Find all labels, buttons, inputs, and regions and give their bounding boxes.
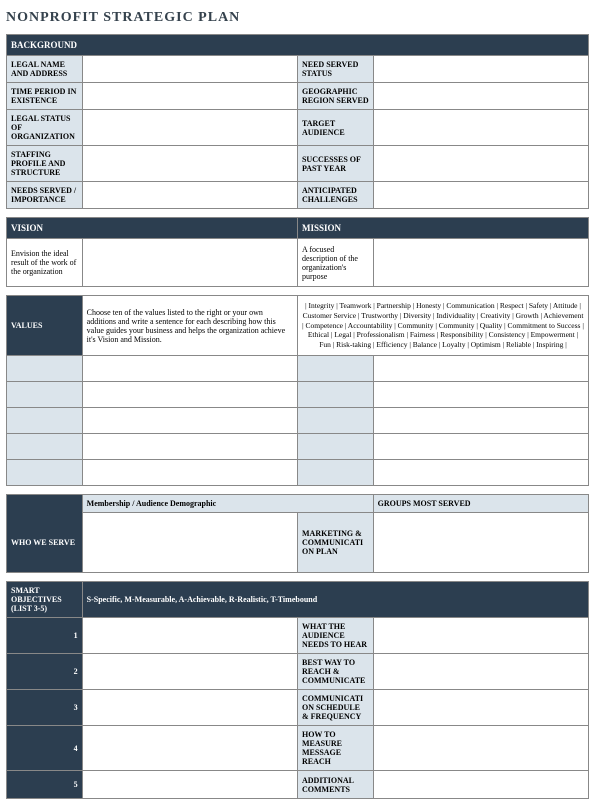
value-row — [82, 434, 297, 460]
smart-num: 2 — [7, 654, 83, 690]
bg-value — [373, 56, 588, 83]
values-desc: Choose ten of the values listed to the r… — [82, 296, 297, 356]
blank-dark — [7, 495, 83, 513]
who-value — [82, 513, 297, 573]
smart-num: 5 — [7, 771, 83, 799]
bg-label: STAFFING PROFILE AND STRUCTURE — [7, 146, 83, 182]
mcp-label: MARKETING & COMMUNICATION PLAN — [297, 513, 373, 573]
bg-value — [373, 110, 588, 146]
smart-right-value — [373, 771, 588, 799]
mission-value — [373, 239, 588, 287]
bg-label: NEED SERVED STATUS — [297, 56, 373, 83]
background-table: BACKGROUND LEGAL NAME AND ADDRESS NEED S… — [6, 34, 589, 209]
smart-right: WHAT THE AUDIENCE NEEDS TO HEAR — [297, 618, 373, 654]
bg-value — [82, 56, 297, 83]
value-row — [82, 356, 297, 382]
smart-value — [82, 654, 297, 690]
mission-header: MISSION — [297, 218, 588, 239]
value-row-label — [297, 382, 373, 408]
value-row-label — [297, 434, 373, 460]
value-row-label — [7, 382, 83, 408]
values-label: VALUES — [7, 296, 83, 356]
membership-header: Membership / Audience Demographic — [82, 495, 373, 513]
value-row-label — [7, 356, 83, 382]
groups-header: GROUPS MOST SERVED — [373, 495, 588, 513]
value-row-label — [297, 356, 373, 382]
smart-right-value — [373, 690, 588, 726]
who-we-serve-table: Membership / Audience Demographic GROUPS… — [6, 494, 589, 573]
value-row-label — [297, 408, 373, 434]
vision-value — [82, 239, 297, 287]
bg-label: GEOGRAPHIC REGION SERVED — [297, 83, 373, 110]
value-row — [373, 408, 588, 434]
bg-value — [82, 110, 297, 146]
bg-value — [373, 146, 588, 182]
smart-label: SMART OBJECTIVES (LIST 3-5) — [7, 582, 83, 618]
smart-num: 1 — [7, 618, 83, 654]
values-list: | Integrity | Teamwork | Partnership | H… — [297, 296, 588, 356]
background-header: BACKGROUND — [7, 35, 589, 56]
bg-label: TARGET AUDIENCE — [297, 110, 373, 146]
vision-mission-table: VISION MISSION Envision the ideal result… — [6, 217, 589, 287]
value-row — [373, 434, 588, 460]
smart-value — [82, 771, 297, 799]
value-row — [373, 356, 588, 382]
bg-value — [82, 146, 297, 182]
smart-right: ADDITIONAL COMMENTS — [297, 771, 373, 799]
bg-label: ANTICIPATED CHALLENGES — [297, 182, 373, 209]
bg-value — [373, 182, 588, 209]
value-row-label — [7, 434, 83, 460]
smart-right: COMMUNICATION SCHEDULE & FREQUENCY — [297, 690, 373, 726]
smart-right: BEST WAY TO REACH & COMMUNICATE — [297, 654, 373, 690]
bg-label: NEEDS SERVED / IMPORTANCE — [7, 182, 83, 209]
bg-value — [373, 83, 588, 110]
smart-value — [82, 690, 297, 726]
value-row-label — [7, 460, 83, 486]
bg-value — [82, 182, 297, 209]
smart-right-value — [373, 654, 588, 690]
smart-value — [82, 618, 297, 654]
value-row — [373, 460, 588, 486]
bg-label: TIME PERIOD IN EXISTENCE — [7, 83, 83, 110]
value-row — [82, 408, 297, 434]
value-row — [82, 460, 297, 486]
page-title: NONPROFIT STRATEGIC PLAN — [6, 6, 589, 34]
values-table: VALUES Choose ten of the values listed t… — [6, 295, 589, 486]
smart-num: 3 — [7, 690, 83, 726]
bg-label: LEGAL NAME AND ADDRESS — [7, 56, 83, 83]
bg-label: LEGAL STATUS OF ORGANIZATION — [7, 110, 83, 146]
bg-value — [82, 83, 297, 110]
who-label: WHO WE SERVE — [7, 513, 83, 573]
smart-right-value — [373, 618, 588, 654]
mission-desc: A focused description of the organizatio… — [297, 239, 373, 287]
smart-desc: S-Specific, M-Measurable, A-Achievable, … — [82, 582, 588, 618]
value-row-label — [297, 460, 373, 486]
vision-header: VISION — [7, 218, 298, 239]
value-row-label — [7, 408, 83, 434]
vision-desc: Envision the ideal result of the work of… — [7, 239, 83, 287]
mcp-value — [373, 513, 588, 573]
value-row — [82, 382, 297, 408]
smart-table: SMART OBJECTIVES (LIST 3-5) S-Specific, … — [6, 581, 589, 799]
bg-label: SUCCESSES OF PAST YEAR — [297, 146, 373, 182]
value-row — [373, 382, 588, 408]
